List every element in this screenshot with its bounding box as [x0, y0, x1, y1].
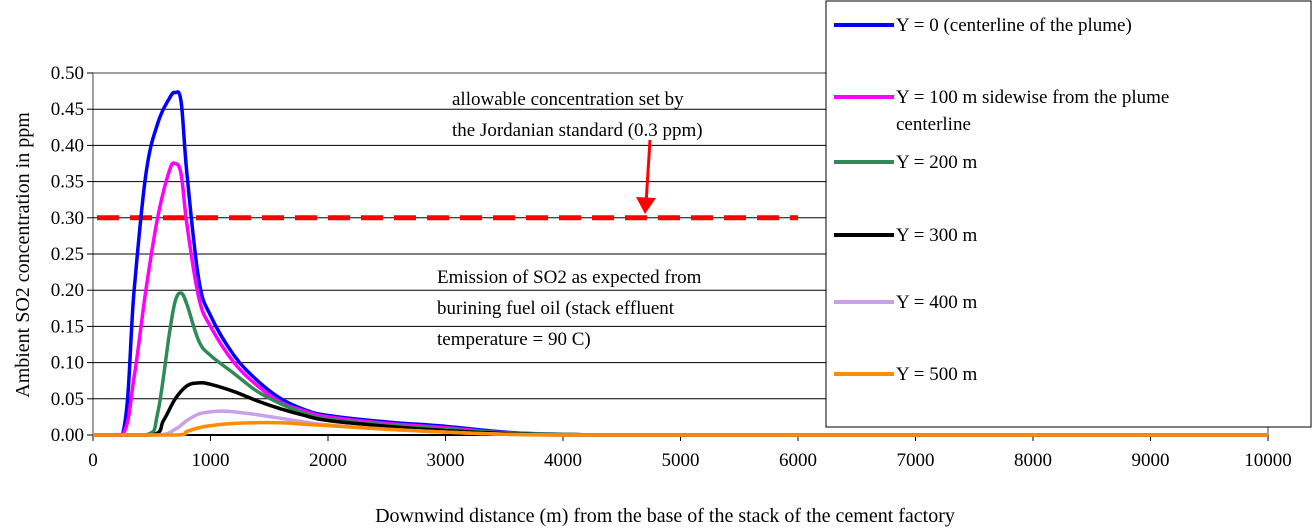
y-tick-label: 0.10	[51, 353, 84, 374]
legend-box	[825, 0, 1312, 428]
annotation-1-line: temperature = 90 C)	[437, 329, 591, 350]
x-tick-label: 6000	[779, 450, 817, 471]
y-axis: 0.00 0.05 0.10 0.15 0.20 0.25 0.30 0.35 0.40 0.45…	[51, 63, 93, 446]
reference-line-group	[97, 139, 798, 221]
x-tick-label: 3000	[427, 450, 465, 471]
annotation-1-line: burining fuel oil (stack effluent	[437, 298, 675, 319]
y-axis-title: Ambient SO2 concentration in ppm	[12, 112, 34, 398]
y-tick-label: 0.15	[51, 316, 84, 337]
legend-label-1: Y = 100 m sidewise from the plume	[896, 87, 1169, 108]
x-tick-label: 0	[88, 450, 98, 471]
arrow-shaft	[644, 139, 652, 205]
y-tick-label: 0.25	[51, 244, 84, 265]
legend: Y = 0 (centerline of the plume) Y = 100 m…	[825, 0, 1312, 428]
x-tick-label: 1000	[192, 450, 230, 471]
y-tick-label: 0.05	[51, 389, 84, 410]
series-line-5	[93, 420, 1268, 437]
annotation-0-line: the Jordanian standard (0.3 ppm)	[452, 120, 703, 141]
legend-label-3: Y = 300 m	[896, 225, 977, 246]
x-axis-title: Downwind distance (m) from the base of t…	[375, 505, 955, 527]
y-tick-label: 0.30	[51, 208, 84, 229]
y-tick-label: 0.20	[51, 280, 84, 301]
x-tick-label: 7000	[897, 450, 935, 471]
arrow-head	[636, 197, 656, 214]
x-tick-label: 5000	[662, 450, 700, 471]
legend-label-2: Y = 200 m	[896, 152, 977, 173]
y-tick-label: 0.40	[51, 135, 84, 156]
x-tick-label: 8000	[1014, 450, 1052, 471]
annotations: allowable concentration set by the Jordan…	[437, 89, 703, 350]
legend-label-4: Y = 400 m	[896, 292, 977, 313]
legend-label-1: centerline	[896, 114, 971, 135]
x-tick-label: 2000	[309, 450, 347, 471]
legend-label-5: Y = 500 m	[896, 364, 977, 385]
y-tick-label: 0.45	[51, 99, 84, 120]
y-tick-label: 0.50	[51, 63, 84, 84]
x-tick-label: 4000	[544, 450, 582, 471]
y-tick-label: 0.00	[51, 425, 84, 446]
annotation-1-line: Emission of SO2 as expected from	[437, 267, 702, 288]
x-axis: 0 1000 2000 3000 4000 5000 6000 7000 8000 9000 100…	[88, 434, 1292, 471]
annotation-0-line: allowable concentration set by	[452, 89, 684, 110]
x-tick-label: 10000	[1244, 450, 1292, 471]
x-tick-label: 9000	[1132, 450, 1170, 471]
legend-label-0: Y = 0 (centerline of the plume)	[896, 15, 1132, 36]
series-lines	[93, 90, 1268, 437]
y-tick-label: 0.35	[51, 172, 84, 193]
